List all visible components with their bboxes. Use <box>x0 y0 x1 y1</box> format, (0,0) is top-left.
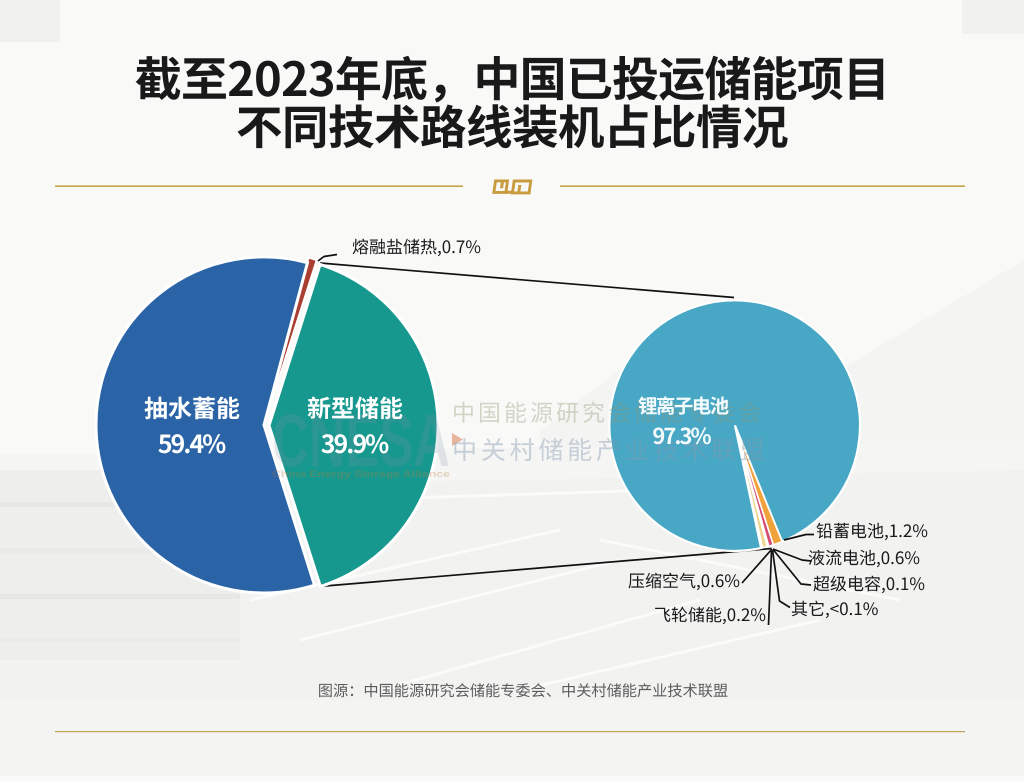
svg-text:China Energy Storage Alliance: China Energy Storage Alliance <box>272 469 450 480</box>
svg-text:CNESA: CNESA <box>272 399 450 482</box>
